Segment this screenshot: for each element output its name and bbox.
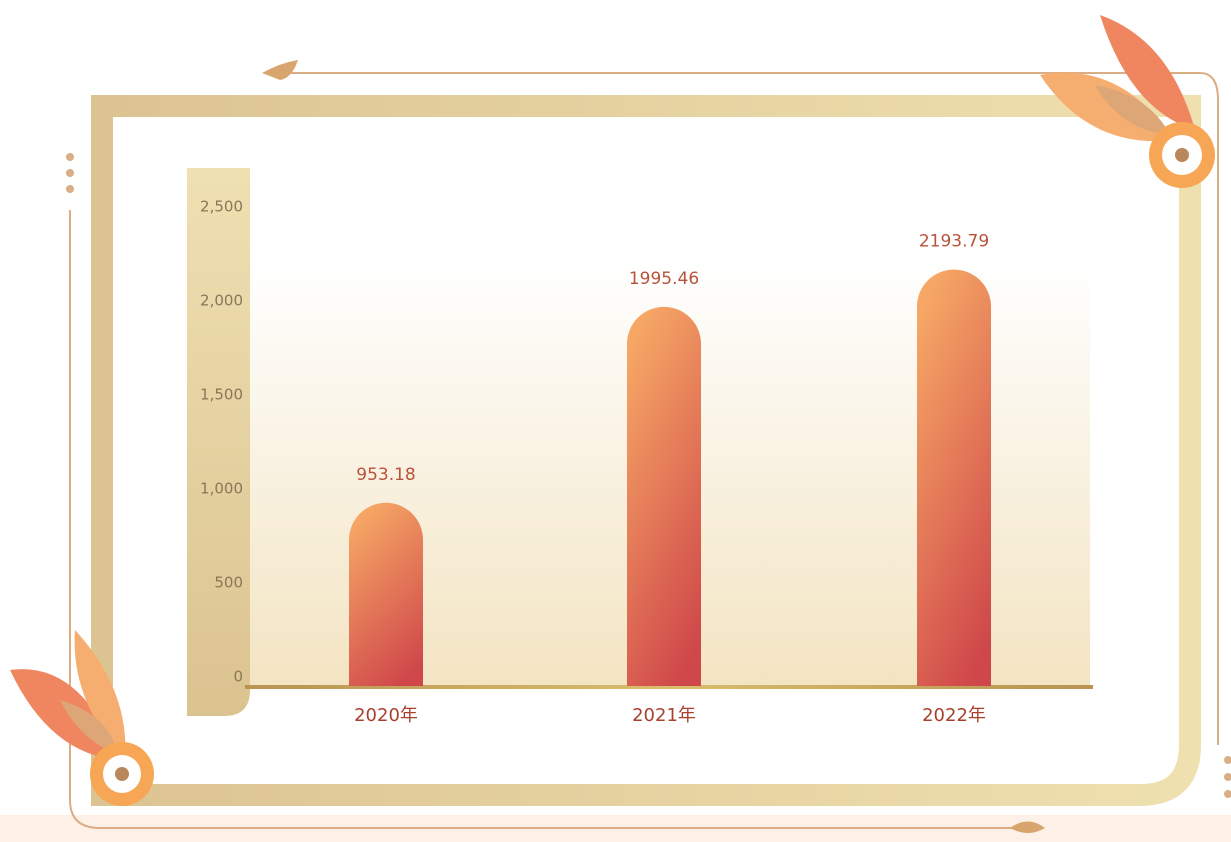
y-axis-panel [187, 168, 250, 716]
bar [917, 270, 991, 686]
y-tick-label: 2,000 [200, 292, 243, 310]
value-label: 953.18 [356, 465, 415, 485]
x-tick-label: 2020年 [354, 705, 418, 726]
y-tick-label: 0 [233, 668, 243, 686]
value-label: 1995.46 [629, 269, 699, 289]
chart: 0 500 1,000 1,500 2,000 2,500 2020年 953.18 2021年… [0, 0, 1231, 842]
y-tick-label: 500 [214, 574, 243, 592]
bar [349, 503, 423, 686]
y-tick-label: 1,000 [200, 480, 243, 498]
y-tick-label: 2,500 [200, 198, 243, 216]
x-tick-label: 2022年 [922, 705, 986, 726]
bar [627, 307, 701, 686]
value-label: 2193.79 [919, 232, 989, 252]
x-tick-label: 2021年 [632, 705, 696, 726]
y-tick-label: 1,500 [200, 386, 243, 404]
